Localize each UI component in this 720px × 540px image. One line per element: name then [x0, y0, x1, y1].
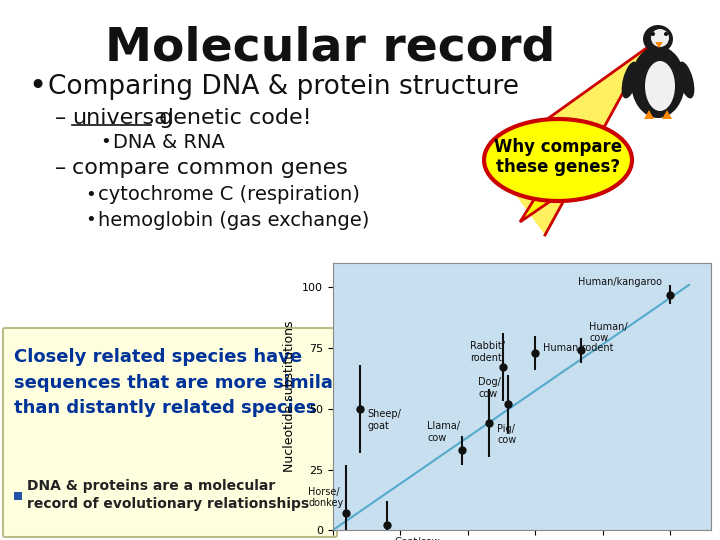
Text: Pig/
cow: Pig/ cow: [498, 423, 516, 445]
Text: •: •: [85, 211, 96, 229]
Text: •: •: [100, 133, 111, 151]
Text: Molecular record: Molecular record: [105, 25, 555, 71]
Ellipse shape: [621, 62, 639, 98]
Text: cytochrome C (respiration): cytochrome C (respiration): [98, 186, 360, 205]
Text: Closely related species have
sequences that are more similar
than distantly rela: Closely related species have sequences t…: [14, 348, 342, 417]
Text: Comparing DNA & protein structure: Comparing DNA & protein structure: [48, 74, 519, 100]
Text: –: –: [55, 158, 66, 178]
Ellipse shape: [643, 25, 673, 53]
Text: Human/rodent: Human/rodent: [544, 343, 613, 353]
Text: Llama/
cow: Llama/ cow: [427, 421, 460, 443]
Ellipse shape: [651, 32, 655, 36]
Polygon shape: [644, 110, 654, 119]
Ellipse shape: [678, 62, 694, 98]
Text: Rabbit/
rodent: Rabbit/ rodent: [470, 341, 505, 363]
Text: •: •: [85, 186, 96, 204]
Text: Horse/
donkey: Horse/ donkey: [308, 487, 343, 509]
Ellipse shape: [631, 46, 685, 118]
Text: DNA & RNA: DNA & RNA: [113, 132, 225, 152]
FancyBboxPatch shape: [3, 328, 337, 537]
Text: Dog/
cow: Dog/ cow: [479, 377, 501, 399]
Ellipse shape: [664, 32, 668, 36]
Bar: [14, 492, 22, 500]
Text: compare common genes: compare common genes: [72, 158, 348, 178]
Ellipse shape: [651, 29, 669, 47]
Y-axis label: Nucleotide substitutions: Nucleotide substitutions: [284, 321, 297, 472]
Text: Sheep/
goat: Sheep/ goat: [368, 409, 402, 431]
Polygon shape: [655, 42, 663, 48]
Ellipse shape: [645, 61, 675, 111]
Text: hemoglobin (gas exchange): hemoglobin (gas exchange): [98, 211, 369, 229]
Text: genetic code!: genetic code!: [152, 108, 312, 128]
Text: Why compare
these genes?: Why compare these genes?: [494, 138, 622, 177]
Text: •: •: [28, 72, 46, 102]
Ellipse shape: [484, 119, 632, 201]
Text: Human/
cow: Human/ cow: [589, 322, 628, 343]
Text: DNA & proteins are a molecular
record of evolutionary relationships: DNA & proteins are a molecular record of…: [27, 478, 309, 511]
Text: Goat/cow: Goat/cow: [395, 537, 441, 540]
Text: universal: universal: [72, 108, 174, 128]
Text: Human/kangaroo: Human/kangaroo: [578, 277, 662, 287]
Text: –: –: [55, 108, 66, 128]
Polygon shape: [662, 110, 672, 119]
Polygon shape: [490, 47, 648, 235]
Polygon shape: [520, 198, 555, 222]
